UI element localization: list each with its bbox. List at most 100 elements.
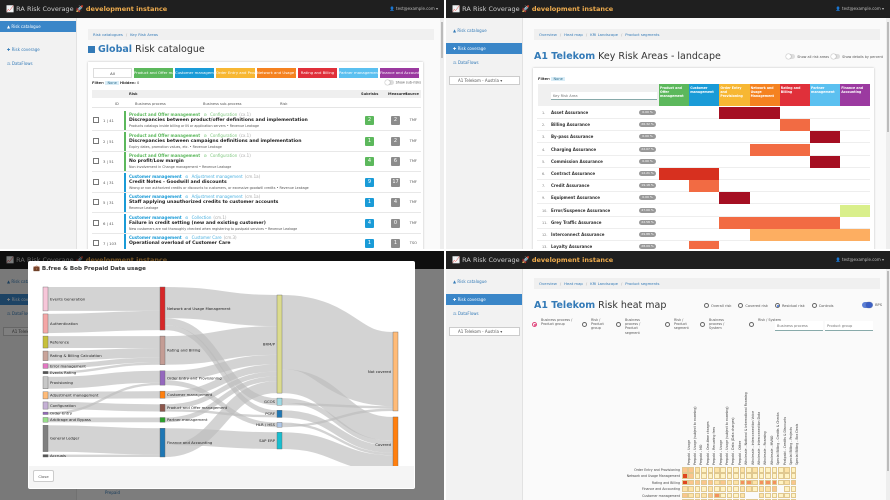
sankey-node[interactable] xyxy=(42,313,49,334)
heat-map-cell[interactable] xyxy=(720,486,726,492)
breadcrumb-heat-map[interactable]: Heat map xyxy=(564,281,583,286)
process-name[interactable]: Customer management xyxy=(129,194,182,199)
heat-map-cell[interactable] xyxy=(726,486,733,492)
sankey-link[interactable] xyxy=(281,398,394,446)
sankey-link[interactable] xyxy=(47,362,161,374)
risk-area-name[interactable]: By-pass Assurance xyxy=(551,134,594,140)
view-radio[interactable]: Business process / System xyxy=(700,318,732,331)
measures-badge[interactable]: 1 xyxy=(391,239,400,248)
table-row[interactable]: 5. Commission Assurance 0.00 % xyxy=(537,155,870,168)
heat-map-cell[interactable] xyxy=(752,479,758,486)
heat-map-cell[interactable] xyxy=(688,479,694,486)
row-process[interactable]: Customer management ⊙ Adjustment managem… xyxy=(129,194,361,199)
heat-map-cell[interactable] xyxy=(739,486,746,492)
sankey-link[interactable] xyxy=(47,425,161,455)
sankey-link[interactable] xyxy=(47,348,161,361)
col-subrisks[interactable]: Subrisks xyxy=(361,92,379,96)
table-row[interactable]: 6. Contract Assurance 12.21 % xyxy=(537,168,870,180)
sidebar-item-risk-catalogue[interactable]: ▲ Risk catalogue xyxy=(0,21,76,32)
sankey-link[interactable] xyxy=(281,408,394,428)
heat-map-cell[interactable] xyxy=(714,486,720,492)
risk-area-name[interactable]: Asset Assurance xyxy=(551,110,589,115)
scrollbar[interactable] xyxy=(886,269,890,500)
table-row[interactable]: 4 | 31 Customer management ⊙ Adjustment m… xyxy=(92,172,421,193)
heat-map-cell[interactable] xyxy=(733,492,739,499)
table-row[interactable]: 1. Asset Assurance 0.00 % xyxy=(537,107,870,119)
risk-mode-radio[interactable]: Residual risk xyxy=(774,303,805,308)
table-row[interactable]: 6 | 41 Customer management ⊙ Collection (c… xyxy=(92,213,421,234)
table-row[interactable]: 2. Billing Assurance 26.32 % xyxy=(537,119,870,132)
heat-cell[interactable] xyxy=(810,131,841,144)
risk-area-name[interactable]: Credit Assurance xyxy=(551,183,590,189)
subrisks-badge[interactable]: 4 xyxy=(365,157,374,166)
row-process[interactable]: Customer management ⊙ Collection (cm.1) xyxy=(129,215,361,220)
breadcrumb-heat-map[interactable]: Heat map xyxy=(564,32,583,37)
heat-map-cell[interactable] xyxy=(758,479,765,486)
heat-map-cell[interactable] xyxy=(726,467,733,473)
heat-map-cell[interactable] xyxy=(726,473,733,479)
row-checkbox[interactable] xyxy=(93,240,99,246)
table-row[interactable]: 1 | 41 Product and Offer management ⊙ Con… xyxy=(92,111,421,131)
subrisks-badge[interactable]: 1 xyxy=(365,239,374,248)
sankey-node[interactable] xyxy=(392,331,399,412)
breadcrumb-kri-landscape[interactable]: KRI Landscape xyxy=(590,32,618,37)
heat-map-cell[interactable] xyxy=(707,479,714,486)
process-name[interactable]: Customer management xyxy=(129,173,182,179)
col-risk[interactable]: Risk xyxy=(129,92,138,96)
table-row[interactable]: 9. Equipment Assurance 0.00 % xyxy=(537,192,870,205)
sankey-link[interactable] xyxy=(281,410,394,453)
row-process[interactable]: Customer management ⊙ Adjustment managem… xyxy=(129,174,361,179)
subprocess-name[interactable]: Configuration xyxy=(210,153,238,158)
heat-map-cell[interactable] xyxy=(739,492,746,499)
subprocess-name[interactable]: Adjustment management xyxy=(191,194,243,199)
heat-map-cell[interactable] xyxy=(733,486,739,492)
measures-badge[interactable]: 2 xyxy=(391,116,400,125)
view-radio[interactable]: Risk / Product group xyxy=(582,318,614,331)
heat-map-cell[interactable] xyxy=(720,473,726,479)
heat-map-cell[interactable] xyxy=(682,467,688,473)
sankey-node[interactable] xyxy=(159,370,166,386)
app-name[interactable]: RA Risk Coverage xyxy=(16,5,74,13)
heat-map-cell[interactable] xyxy=(790,479,797,486)
heat-map-cell[interactable] xyxy=(778,467,784,473)
subprocess-name[interactable]: Collection xyxy=(191,214,212,220)
row-title[interactable]: No profit/Low margin xyxy=(129,159,184,164)
heat-map-cell[interactable] xyxy=(765,486,771,492)
heat-cell[interactable] xyxy=(779,119,810,132)
sankey-link[interactable] xyxy=(280,295,395,407)
risk-mode-radio[interactable]: Covered risk xyxy=(738,303,768,308)
heat-map-cell[interactable] xyxy=(758,486,765,492)
heat-map-cell[interactable] xyxy=(726,479,733,486)
sankey-node[interactable] xyxy=(42,411,49,415)
row-title[interactable]: Discrepancies between product/offer defi… xyxy=(129,118,308,123)
sidebar-item-risk-catalogue[interactable]: ▲ Risk catalogue xyxy=(453,279,487,284)
column-header[interactable]: Order Entry and Provisioning xyxy=(719,84,750,106)
breadcrumb-kri-landscape[interactable]: KRI Landscape xyxy=(590,281,618,286)
show-subrisks-toggle[interactable]: Show sub-risks xyxy=(384,80,421,85)
heat-map-cell[interactable] xyxy=(778,473,784,479)
table-row[interactable]: 3. By-pass Assurance 0.00 % xyxy=(537,131,870,144)
row-checkbox[interactable] xyxy=(93,199,99,205)
heat-map-cell[interactable] xyxy=(720,467,726,473)
sankey-link[interactable] xyxy=(164,371,278,410)
heat-map-cell[interactable] xyxy=(707,492,714,499)
heat-map-cell[interactable] xyxy=(778,492,784,499)
subrisks-badge[interactable]: 2 xyxy=(365,116,374,125)
heat-cell[interactable] xyxy=(689,168,720,180)
heat-map-cell[interactable] xyxy=(688,467,694,473)
filter-value[interactable]: None xyxy=(551,77,565,81)
heat-map-cell[interactable] xyxy=(688,486,694,492)
sankey-node[interactable] xyxy=(42,376,49,389)
sankey-node[interactable] xyxy=(159,428,166,458)
column-header[interactable]: Rating and Billing xyxy=(779,84,810,106)
col-source[interactable]: Source xyxy=(405,92,419,96)
sidebar-item-risk-coverage[interactable]: ✚ Risk coverage xyxy=(7,47,40,52)
heat-map-cell[interactable] xyxy=(771,473,778,479)
measures-badge[interactable]: 6 xyxy=(391,157,400,166)
heat-cell[interactable] xyxy=(779,143,810,156)
heat-map-cell[interactable] xyxy=(746,479,752,486)
sankey-node[interactable] xyxy=(42,363,49,369)
heat-cell[interactable] xyxy=(840,229,871,241)
row-checkbox[interactable] xyxy=(93,158,99,164)
subprocess-name[interactable]: Customer Care xyxy=(191,235,222,240)
